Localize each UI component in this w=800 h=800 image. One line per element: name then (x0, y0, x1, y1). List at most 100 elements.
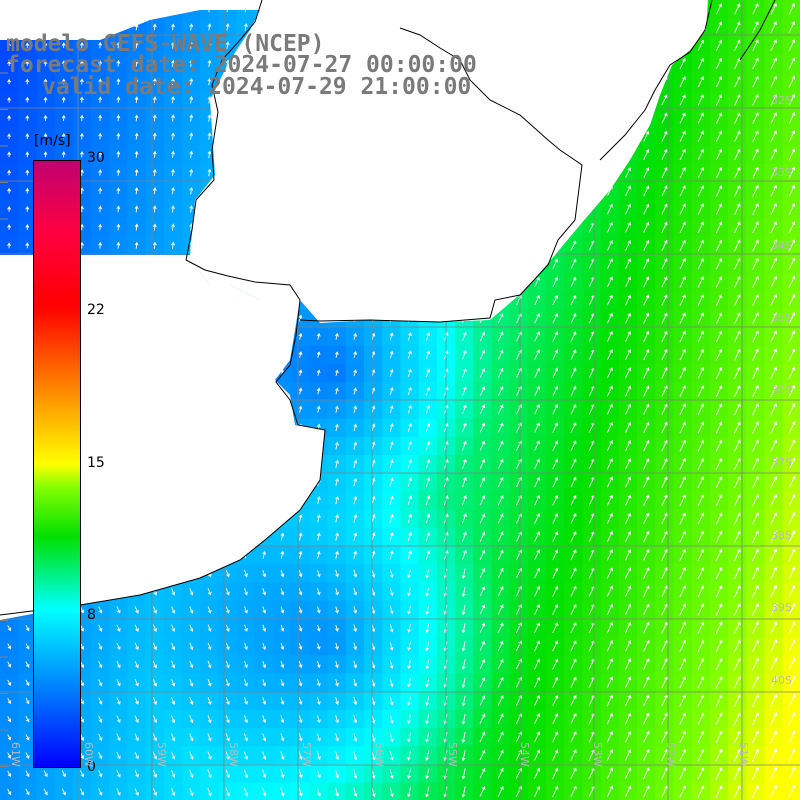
wind-arrow (497, 313, 504, 324)
wind-arrow (335, 642, 339, 651)
wind-arrow (643, 621, 650, 634)
wind-arrow (643, 658, 650, 670)
wind-arrow (79, 114, 84, 122)
wind-arrow (479, 731, 486, 743)
wind-arrow (497, 604, 504, 615)
wind-arrow (643, 348, 650, 361)
wind-arrow (733, 530, 741, 543)
wind-arrow (570, 622, 577, 634)
wind-arrow (752, 203, 759, 215)
wind-arrow (98, 697, 103, 705)
wind-arrow (752, 675, 759, 689)
wind-arrow (715, 348, 723, 361)
wind-arrow (134, 733, 139, 742)
wind-arrow (552, 331, 559, 342)
wind-arrow (298, 532, 303, 541)
wind-arrow (116, 114, 121, 122)
wind-arrow (25, 715, 30, 723)
wind-arrow (733, 730, 741, 744)
wind-arrow (679, 621, 686, 634)
wind-arrow (152, 715, 158, 724)
wind-arrow (462, 404, 467, 415)
wind-arrow (98, 150, 103, 158)
wind-arrow (733, 475, 741, 489)
wind-arrow (770, 712, 778, 726)
wind-arrow (770, 602, 778, 616)
wind-arrow (116, 78, 121, 85)
wind-arrow (462, 386, 467, 396)
wind-arrow (679, 403, 686, 416)
wind-arrow (353, 733, 358, 742)
wind-arrow (788, 457, 796, 471)
wind-arrow (461, 513, 467, 524)
wind-arrow (461, 641, 466, 652)
wind-arrow (389, 750, 394, 761)
wind-arrow (552, 676, 559, 688)
wind-arrow (280, 532, 285, 541)
wind-arrow (715, 94, 723, 106)
wind-arrow (534, 676, 541, 688)
wind-arrow (371, 606, 376, 615)
wind-arrow (152, 678, 158, 687)
wind-arrow (98, 132, 103, 140)
wind-arrow (752, 75, 759, 88)
wind-arrow (643, 567, 650, 579)
wind-arrow (98, 679, 103, 687)
wind-arrow (353, 751, 358, 761)
wind-arrow (189, 132, 194, 140)
wind-arrow (207, 642, 212, 651)
wind-arrow (661, 148, 668, 160)
wind-arrow (679, 476, 686, 488)
wind-arrow (661, 748, 668, 762)
wind-arrow (679, 76, 686, 88)
wind-arrow (353, 787, 358, 797)
wind-arrow (534, 494, 540, 506)
wind-arrow (425, 568, 430, 579)
wind-arrow (697, 512, 705, 525)
wind-arrow (679, 748, 686, 762)
wind-arrow (752, 239, 759, 252)
wind-arrow (679, 530, 686, 543)
wind-arrow (625, 403, 632, 415)
wind-arrow (625, 330, 632, 342)
wind-arrow (715, 112, 723, 124)
wind-arrow (625, 294, 632, 306)
wind-arrow (244, 679, 248, 687)
wind-arrow (752, 439, 759, 452)
wind-arrow (462, 367, 467, 378)
lat-label: 39S (771, 601, 792, 614)
wind-arrow (189, 168, 194, 177)
wind-arrow (152, 223, 157, 231)
wind-arrow (661, 167, 668, 179)
wind-arrow (298, 787, 303, 797)
wind-arrow (552, 476, 559, 488)
wind-arrow (770, 421, 778, 434)
wind-arrow (752, 312, 759, 325)
wind-arrow (697, 621, 705, 634)
wind-arrow (207, 787, 212, 797)
wind-arrow (606, 221, 613, 233)
wind-arrow (171, 606, 176, 614)
wind-arrow (25, 42, 30, 48)
wind-arrow (407, 477, 412, 487)
wind-arrow (152, 96, 157, 104)
wind-arrow (335, 441, 339, 450)
wind-arrow (479, 549, 486, 560)
wind-arrow (389, 532, 394, 542)
wind-arrow (788, 330, 796, 343)
wind-arrow (625, 203, 631, 215)
coastline (0, 0, 776, 616)
wind-arrow (244, 642, 248, 651)
wind-arrow (733, 621, 741, 634)
wind-arrow (116, 205, 121, 213)
wind-arrow (643, 767, 650, 780)
wind-arrow (497, 513, 504, 524)
wind-arrow (353, 332, 357, 340)
wind-arrow (280, 642, 285, 650)
wind-arrow (98, 733, 103, 742)
wind-arrow (570, 440, 577, 451)
wind-arrow (407, 531, 412, 542)
wind-arrow (788, 493, 796, 507)
wind-arrow (389, 768, 394, 779)
wind-arrow (770, 202, 777, 216)
